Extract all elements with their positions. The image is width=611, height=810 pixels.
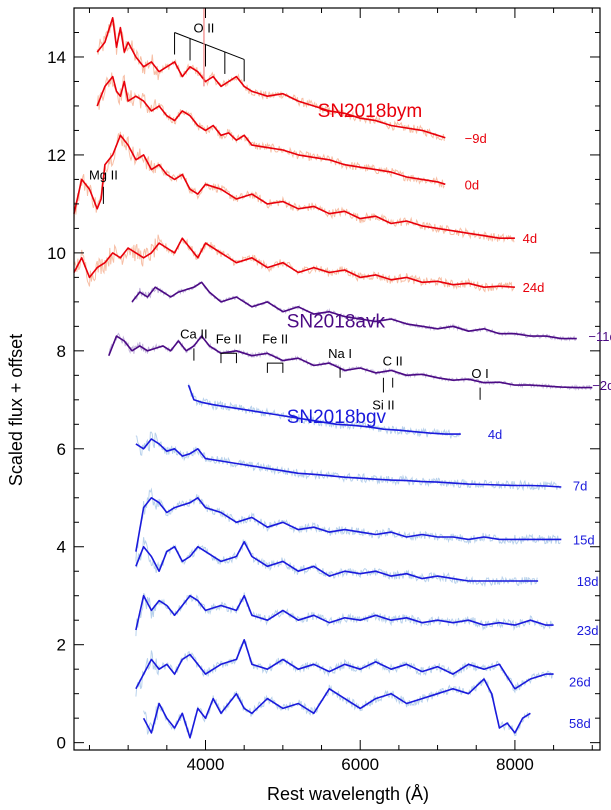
y-tick-label-3: 6 bbox=[57, 440, 66, 459]
svg-text:Ca II: Ca II bbox=[180, 327, 207, 342]
line-id-3: Fe II bbox=[216, 331, 242, 364]
series-line-9 bbox=[135, 540, 539, 582]
epoch-label-5: −2d bbox=[592, 378, 611, 393]
y-axis-label: Scaled flux + offset bbox=[6, 334, 26, 486]
x-tick-label-1: 6000 bbox=[341, 755, 379, 774]
svg-text:Fe II: Fe II bbox=[262, 331, 288, 346]
raw-spectrum-0 bbox=[96, 19, 445, 142]
y-tick-label-2: 4 bbox=[57, 538, 66, 557]
line-id-6: C II bbox=[383, 354, 403, 388]
x-tick-label-0: 4000 bbox=[187, 755, 225, 774]
line-id-0: O II bbox=[174, 8, 245, 87]
line-id-5: Na I bbox=[328, 346, 352, 378]
epoch-label-11: 26d bbox=[569, 674, 591, 689]
smoothed-spectra-layer bbox=[73, 16, 593, 739]
raw-spectrum-11 bbox=[135, 641, 554, 697]
epoch-label-2: 4d bbox=[523, 231, 537, 246]
y-tick-label-6: 12 bbox=[47, 146, 66, 165]
object-label-2: SN2018bgv bbox=[287, 407, 387, 428]
series-line-8 bbox=[135, 496, 562, 552]
epoch-label-9: 18d bbox=[577, 574, 599, 589]
epoch-label-0: −9d bbox=[465, 131, 487, 146]
series-line-0 bbox=[96, 16, 446, 139]
epoch-label-3: 24d bbox=[523, 280, 545, 295]
series-line-11 bbox=[135, 638, 554, 690]
series-line-7 bbox=[135, 438, 562, 488]
labels-layer: −9d 0d 4d 24d −11d −2d 4d 7d 15d 18d 23d 26d 58d SN20… bbox=[287, 101, 611, 731]
epoch-label-7: 7d bbox=[573, 479, 587, 494]
line-id-2: Ca II bbox=[180, 327, 208, 361]
axes: 4000 6000 8000 0 2 4 6 8 10 12 14 bbox=[47, 7, 601, 774]
line-id-7: Si II bbox=[372, 377, 395, 413]
raw-spectrum-10 bbox=[135, 592, 554, 637]
epoch-label-1: 0d bbox=[465, 177, 479, 192]
series-line-5 bbox=[108, 335, 593, 389]
object-label-0: SN2018bym bbox=[318, 101, 423, 122]
epoch-label-6: 4d bbox=[488, 427, 502, 442]
raw-spectrum-9 bbox=[135, 537, 538, 588]
x-tick-label-2: 8000 bbox=[496, 755, 534, 774]
svg-text:C II: C II bbox=[383, 354, 403, 369]
raw-spectrum-5 bbox=[108, 332, 592, 391]
series-line-2 bbox=[73, 134, 515, 239]
epoch-label-8: 15d bbox=[573, 532, 595, 547]
raw-spectrum-1 bbox=[96, 72, 445, 189]
x-axis-label: Rest wavelength (Å) bbox=[267, 784, 429, 804]
svg-text:Mg II: Mg II bbox=[89, 167, 118, 182]
svg-text:O II: O II bbox=[193, 20, 214, 35]
object-label-1: SN2018avk bbox=[287, 311, 386, 332]
epoch-label-10: 23d bbox=[577, 623, 599, 638]
raw-spectrum-7 bbox=[135, 431, 561, 492]
line-id-1: Mg II bbox=[89, 167, 118, 204]
svg-text:Na I: Na I bbox=[328, 346, 352, 361]
svg-text:Si II: Si II bbox=[372, 398, 394, 413]
series-line-3 bbox=[73, 237, 515, 289]
svg-text:O I: O I bbox=[471, 366, 488, 381]
line-id-4: Fe II bbox=[262, 331, 288, 373]
series-line-6 bbox=[187, 384, 461, 435]
epoch-label-12: 58d bbox=[569, 716, 591, 731]
y-tick-label-5: 10 bbox=[47, 244, 66, 263]
epoch-label-4: −11d bbox=[588, 329, 611, 344]
y-tick-label-0: 0 bbox=[57, 734, 66, 753]
series-line-12 bbox=[142, 678, 531, 739]
y-tick-label-4: 8 bbox=[57, 342, 66, 361]
plot-frame bbox=[73, 7, 601, 751]
raw-spectra-layer bbox=[73, 19, 592, 740]
series-line-1 bbox=[96, 75, 446, 186]
raw-spectrum-2 bbox=[73, 131, 515, 243]
line-identification-layer: O II Mg II Ca II Fe II Fe II Na I C II Si II O I bbox=[89, 8, 489, 413]
series-line-10 bbox=[135, 594, 554, 631]
svg-text:Fe II: Fe II bbox=[216, 331, 242, 346]
raw-spectrum-12 bbox=[143, 676, 530, 740]
y-tick-label-7: 14 bbox=[47, 48, 66, 67]
raw-spectrum-6 bbox=[188, 383, 461, 439]
y-tick-label-1: 2 bbox=[57, 636, 66, 655]
line-id-8: O I bbox=[471, 366, 489, 400]
series-line-4 bbox=[131, 281, 577, 340]
